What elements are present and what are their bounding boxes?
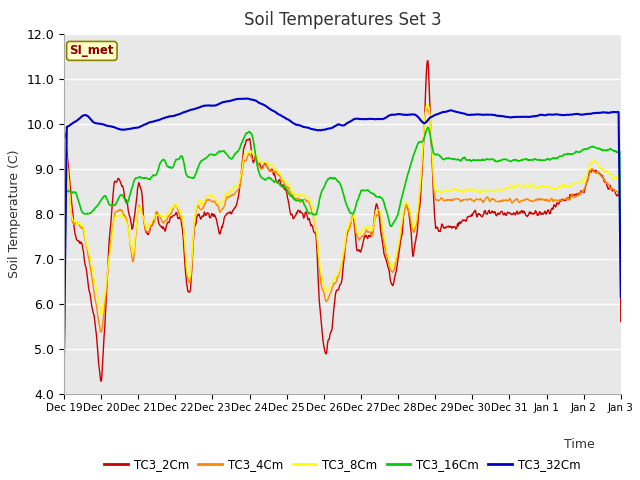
TC3_16Cm	[117, 192, 125, 198]
Text: Time: Time	[564, 438, 595, 451]
Y-axis label: Soil Temperature (C): Soil Temperature (C)	[8, 149, 21, 278]
TC3_2Cm	[118, 182, 125, 188]
Line: TC3_2Cm: TC3_2Cm	[64, 61, 621, 381]
Line: TC3_16Cm: TC3_16Cm	[64, 127, 621, 384]
TC3_16Cm	[495, 158, 502, 164]
Title: Soil Temperatures Set 3: Soil Temperatures Set 3	[244, 11, 441, 29]
Text: SI_met: SI_met	[70, 44, 114, 58]
TC3_8Cm	[305, 197, 313, 203]
TC3_32Cm	[60, 348, 68, 354]
TC3_8Cm	[117, 212, 125, 218]
Legend: TC3_2Cm, TC3_4Cm, TC3_8Cm, TC3_16Cm, TC3_32Cm: TC3_2Cm, TC3_4Cm, TC3_8Cm, TC3_16Cm, TC3…	[99, 454, 586, 476]
TC3_32Cm	[244, 96, 252, 101]
TC3_16Cm	[60, 381, 68, 386]
TC3_32Cm	[505, 114, 513, 120]
TC3_2Cm	[444, 224, 451, 229]
TC3_8Cm	[60, 350, 68, 356]
TC3_4Cm	[505, 197, 513, 203]
TC3_32Cm	[117, 127, 125, 132]
TC3_2Cm	[60, 275, 68, 281]
TC3_4Cm	[443, 196, 451, 202]
TC3_2Cm	[424, 58, 432, 64]
TC3_16Cm	[424, 124, 432, 130]
TC3_2Cm	[286, 207, 294, 213]
TC3_4Cm	[617, 288, 625, 294]
Line: TC3_8Cm: TC3_8Cm	[64, 105, 621, 353]
TC3_16Cm	[443, 156, 451, 161]
TC3_4Cm	[117, 207, 125, 213]
TC3_32Cm	[306, 125, 314, 131]
TC3_16Cm	[285, 191, 293, 197]
TC3_2Cm	[306, 219, 314, 225]
TC3_4Cm	[305, 200, 313, 206]
TC3_8Cm	[424, 102, 431, 108]
TC3_8Cm	[505, 185, 513, 191]
TC3_16Cm	[505, 158, 513, 164]
TC3_4Cm	[423, 106, 431, 111]
TC3_16Cm	[617, 289, 625, 295]
TC3_4Cm	[60, 348, 68, 354]
TC3_2Cm	[506, 210, 513, 216]
TC3_8Cm	[495, 186, 502, 192]
TC3_16Cm	[305, 211, 313, 217]
TC3_32Cm	[495, 113, 502, 119]
TC3_2Cm	[495, 211, 503, 217]
Line: TC3_32Cm: TC3_32Cm	[64, 98, 621, 351]
TC3_32Cm	[286, 118, 294, 123]
TC3_8Cm	[285, 182, 293, 188]
TC3_4Cm	[285, 186, 293, 192]
TC3_2Cm	[97, 378, 104, 384]
TC3_32Cm	[617, 294, 625, 300]
Line: TC3_4Cm: TC3_4Cm	[64, 108, 621, 351]
TC3_4Cm	[495, 199, 502, 204]
TC3_32Cm	[443, 108, 451, 114]
TC3_2Cm	[617, 319, 625, 324]
TC3_8Cm	[617, 277, 625, 283]
TC3_8Cm	[443, 188, 451, 194]
